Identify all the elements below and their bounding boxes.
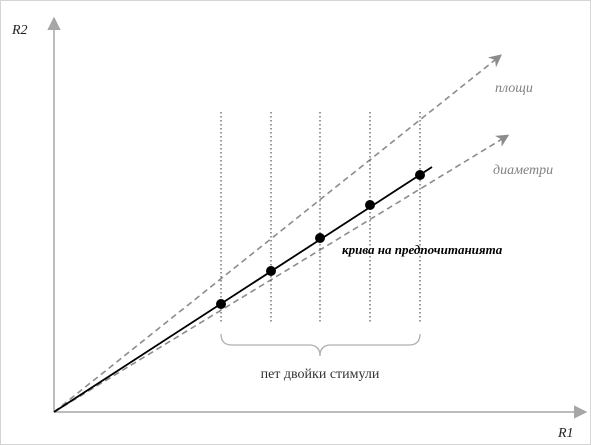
y-axis-label: R2 (11, 23, 28, 38)
stimulus-point (266, 266, 276, 276)
areas-line (53, 54, 503, 413)
stimulus-point (315, 233, 325, 243)
stimulus-point (365, 200, 375, 210)
x-axis-label: R1 (557, 426, 574, 441)
areas-label: площи (495, 81, 533, 96)
diameters-label: диаметри (493, 163, 553, 178)
stimulus-point (216, 299, 226, 309)
stimuli-brace (220, 333, 421, 357)
diameters-line (53, 134, 510, 413)
stimulus-points (216, 170, 425, 309)
stimulus-guides (220, 112, 421, 322)
brace-label: пет двойки стимули (261, 367, 380, 382)
stimulus-point (415, 170, 425, 180)
preference-curve-label: крива на предпочитанията (342, 242, 503, 257)
